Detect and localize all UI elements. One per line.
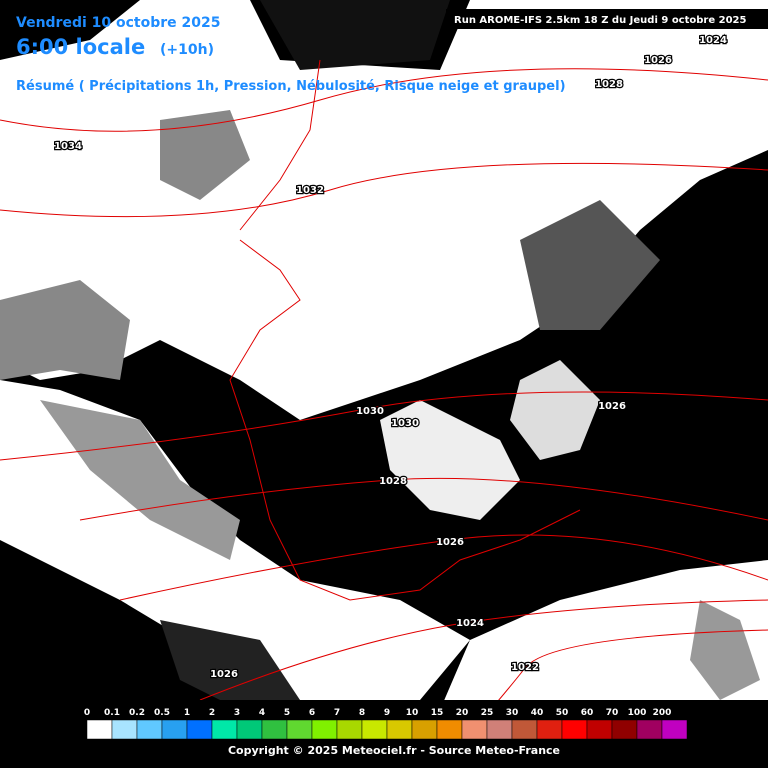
date: Vendredi 10 octobre 2025 (16, 15, 221, 31)
isobar-label: 1026 (598, 401, 626, 412)
legend-label: 3 (234, 708, 240, 718)
legend-swatch (136, 719, 163, 740)
legend-label: 5 (284, 708, 290, 718)
legend-label: 60 (581, 708, 594, 718)
legend-label: 1 (184, 708, 190, 718)
isobar-label: 1030 (356, 406, 384, 417)
legend-label: 70 (606, 708, 619, 718)
legend-swatch (361, 719, 388, 740)
isobar-label: 1030 (391, 418, 419, 429)
legend-label: 15 (431, 708, 444, 718)
legend-swatch (586, 719, 613, 740)
summary: Résumé ( Précipitations 1h, Pression, Né… (16, 79, 566, 94)
copyright: Copyright © 2025 Meteociel.fr - Source M… (228, 744, 560, 757)
legend-swatch (86, 719, 113, 740)
legend-label: 30 (506, 708, 519, 718)
legend-label: 8 (359, 708, 365, 718)
legend-swatch (436, 719, 463, 740)
legend-swatch (261, 719, 288, 740)
legend-swatch (161, 719, 188, 740)
legend-label: 2 (209, 708, 215, 718)
legend-label: 0.1 (104, 708, 120, 718)
isobar-label: 1032 (296, 185, 324, 196)
isobar-label: 1024 (456, 618, 484, 629)
legend-label: 40 (531, 708, 544, 718)
legend-swatch (336, 719, 363, 740)
legend-swatch (286, 719, 313, 740)
run-info: Run AROME-IFS 2.5km 18 Z du Jeudi 9 octo… (454, 15, 746, 26)
isobar-label: 1028 (379, 476, 407, 487)
legend-swatch (111, 719, 138, 740)
isobar-label: 1022 (511, 662, 539, 673)
isobar-label: 1024 (699, 35, 727, 46)
legend-swatch (536, 719, 563, 740)
legend-label: 0 (84, 708, 90, 718)
isobar-labels: 1024 1026 1028 1034 1032 1030 1030 1026 1028 1026… (53, 34, 728, 682)
isobar-label: 1026 (644, 55, 672, 66)
legend-swatch (236, 719, 263, 740)
legend-label: 7 (334, 708, 340, 718)
legend-label: 25 (481, 708, 494, 718)
legend-label: 9 (384, 708, 390, 718)
isobar-label: 1034 (54, 141, 82, 152)
legend-swatch (561, 719, 588, 740)
legend-swatch (311, 719, 338, 740)
run-box (446, 9, 768, 29)
legend: 0 0.1 0.2 0.5 1 2 3 4 5 6 7 8 9 10 15 20 25 30 40 50 60 70 100… (84, 708, 688, 740)
legend-label: 200 (653, 708, 672, 718)
legend-swatch (186, 719, 213, 740)
legend-swatch (636, 719, 663, 740)
offset: (+10h) (160, 42, 214, 58)
isobar-label: 1028 (595, 79, 623, 90)
isobar-label: 1026 (436, 537, 464, 548)
legend-label: 20 (456, 708, 469, 718)
legend-swatch (411, 719, 438, 740)
isobars-and-borders (0, 59, 768, 768)
legend-label: 50 (556, 708, 569, 718)
legend-swatch (611, 719, 638, 740)
legend-label: 4 (259, 708, 265, 718)
time: 6:00 locale (16, 35, 145, 59)
legend-swatch (461, 719, 488, 740)
legend-swatch (511, 719, 538, 740)
isobar-label: 1026 (210, 669, 238, 680)
legend-label: 10 (406, 708, 419, 718)
legend-label: 100 (628, 708, 647, 718)
legend-label: 6 (309, 708, 315, 718)
legend-swatch (386, 719, 413, 740)
legend-swatch (211, 719, 238, 740)
legend-label: 0.5 (154, 708, 170, 718)
legend-label: 0.2 (129, 708, 145, 718)
legend-swatch (661, 719, 688, 740)
legend-swatch (486, 719, 513, 740)
